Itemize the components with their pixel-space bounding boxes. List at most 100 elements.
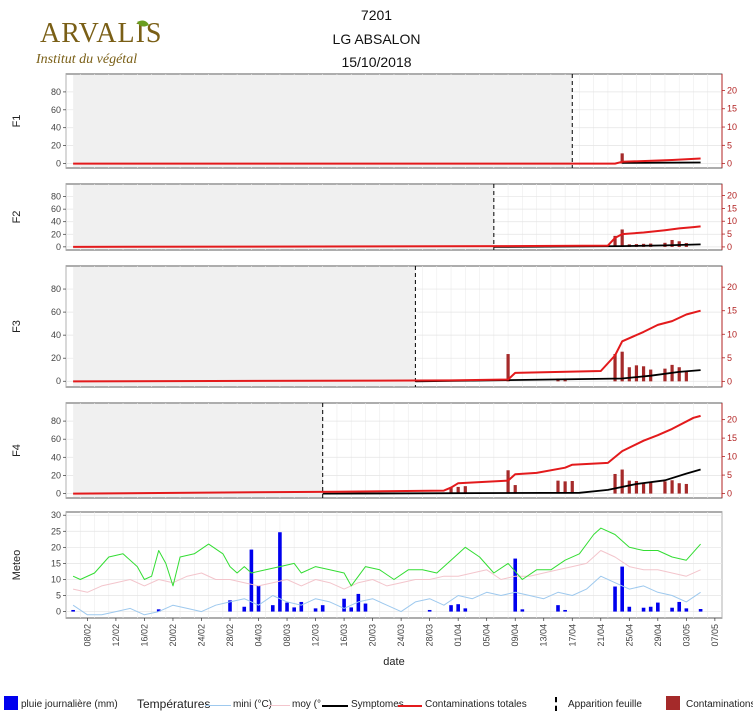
x-tick-label: 17/04 [567, 624, 577, 647]
x-tick-label: 05/04 [482, 624, 492, 647]
contamination-bar [627, 367, 631, 382]
symptomes-line [322, 468, 701, 495]
pluie-bar [563, 609, 567, 612]
contaminations-totales-line [73, 157, 701, 165]
pluie-bar [684, 608, 689, 612]
moy-swatch [268, 705, 290, 706]
pluie-bar [71, 609, 75, 612]
legend-pluie: pluie journalière (mm) [21, 699, 118, 710]
contaminations-totales-line [73, 225, 701, 248]
symptomes-line [415, 369, 701, 383]
contamination-bar [463, 486, 467, 494]
contamination-bar [620, 351, 624, 382]
meteo-tick-label: 5 [56, 591, 61, 601]
contamination-bar [684, 370, 688, 382]
left-tick-label: 40 [51, 123, 61, 133]
x-tick-label: 29/04 [653, 624, 663, 647]
x-tick-label: 13/04 [539, 624, 549, 647]
pluie-bar [641, 607, 646, 612]
pluie-bar [456, 604, 460, 612]
contamination-bar [677, 241, 681, 247]
contamination-bar [570, 480, 574, 494]
pluie-bar [249, 549, 254, 612]
pluie-bar [285, 602, 289, 612]
right-tick-label: 10 [727, 329, 737, 339]
left-tick-label: 80 [51, 192, 61, 202]
contamination-bar [613, 473, 617, 494]
x-tick-label: 24/03 [396, 624, 406, 647]
right-tick-label: 20 [727, 282, 737, 292]
contamination-bar [563, 379, 567, 382]
x-tick-label: 01/04 [453, 624, 463, 647]
legend-apparition: Apparition feuille [568, 699, 642, 710]
right-tick-label: 15 [727, 433, 737, 443]
left-tick-label: 60 [51, 307, 61, 317]
right-tick-label: 0 [727, 489, 732, 499]
contamination-bar [613, 354, 617, 382]
left-tick-label: 0 [56, 376, 61, 386]
right-tick-label: 0 [727, 242, 732, 252]
contamination-bar [563, 481, 567, 494]
title-code: 7201 [360, 7, 393, 23]
apparition-swatch [555, 697, 557, 711]
left-tick-label: 40 [51, 452, 61, 462]
pluie-bar [627, 606, 632, 612]
x-tick-label: 20/02 [168, 624, 178, 647]
meteo-label: Meteo [11, 550, 23, 581]
left-tick-label: 80 [51, 416, 61, 426]
temp-mini-line [72, 575, 701, 616]
meteo-tick-label: 0 [56, 607, 61, 617]
contamination-bar [506, 354, 510, 382]
right-tick-label: 20 [727, 191, 737, 201]
pluie-bar [320, 605, 325, 612]
contamination-bar [620, 153, 624, 164]
legend-contam-totales: Contaminations totales [425, 699, 527, 710]
pluie-bar [256, 585, 261, 612]
legend-symptomes: Symptomes [351, 699, 404, 710]
logo-subtitle: Institut du végétal [36, 52, 138, 67]
left-tick-label: 80 [51, 87, 61, 97]
meteo-tick-label: 20 [51, 542, 61, 552]
right-tick-label: 0 [727, 159, 732, 169]
x-tick-label: 24/02 [196, 624, 206, 647]
x-tick-label: 08/03 [282, 624, 292, 647]
right-tick-label: 15 [727, 104, 737, 114]
right-tick-label: 5 [727, 140, 732, 150]
contamination-bar [670, 239, 674, 247]
meteo-tick-label: 15 [51, 558, 61, 568]
left-tick-label: 0 [56, 488, 61, 498]
shaded-region [73, 267, 416, 386]
pluie-bar [349, 607, 354, 612]
contamination-bar [634, 480, 639, 494]
left-tick-label: 0 [56, 242, 61, 252]
contamination-bar [506, 470, 510, 494]
meteo-tick-label: 25 [51, 526, 61, 536]
panel-label: F3 [11, 320, 23, 333]
x-tick-label: 12/02 [111, 624, 121, 647]
contamination-bar [670, 480, 674, 494]
x-tick-label: 08/02 [82, 624, 92, 647]
pluie-bar [698, 609, 703, 612]
contamination-bar [620, 469, 624, 494]
temp-moy-line [72, 550, 701, 593]
contamination-bar [620, 229, 624, 247]
pluie-bar [449, 605, 453, 612]
x-tick-label: 04/03 [254, 624, 264, 647]
x-tick-label: 25/04 [624, 624, 634, 647]
left-tick-label: 20 [51, 353, 61, 363]
right-tick-label: 5 [727, 470, 732, 480]
legend-mini: mini (°C) [233, 699, 272, 710]
left-tick-label: 20 [51, 229, 61, 239]
pluie-bar [613, 586, 617, 612]
shaded-region [73, 185, 494, 249]
right-tick-label: 10 [727, 122, 737, 132]
x-tick-label: 12/03 [311, 624, 321, 647]
contamination-bar [677, 483, 681, 494]
contamination-bar [663, 481, 667, 494]
pluie-bar [427, 609, 432, 612]
contamination-bar [663, 368, 667, 382]
x-tick-label: 28/03 [425, 624, 435, 647]
contamination-bar [456, 486, 460, 494]
right-tick-label: 15 [727, 203, 737, 213]
